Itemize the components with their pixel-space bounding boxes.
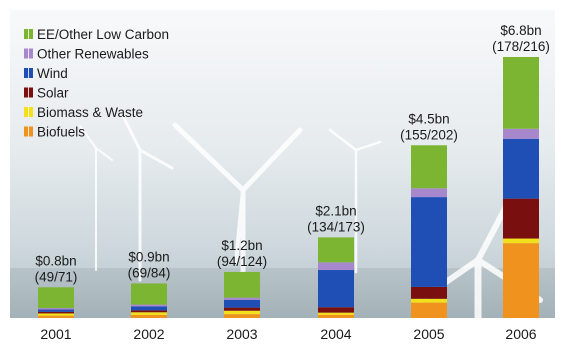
total-label-2006: $6.8bn xyxy=(500,23,541,38)
bar-2005-ee-other-low-carbon xyxy=(411,145,447,189)
bar-2002-solar xyxy=(131,310,167,313)
x-tick-2001: 2001 xyxy=(40,326,71,342)
bar-2004-biofuels xyxy=(318,314,354,318)
legend-item-biofuels: Biofuels xyxy=(24,125,85,140)
bar-2004-other-renewables xyxy=(318,262,354,271)
deal-count-label-2004: (134/173) xyxy=(307,219,365,234)
legend-label-biomass-waste: Biomass & Waste xyxy=(37,105,143,120)
x-axis-ticks: 2001 2002 2003 2004 2005 2006 xyxy=(40,326,536,342)
x-tick-2006: 2006 xyxy=(505,326,536,342)
legend-label-wind: Wind xyxy=(37,66,68,81)
bar-2005-biomass-waste xyxy=(411,298,447,303)
bar-2006-biomass-waste xyxy=(503,238,539,244)
bar-2001-biofuels xyxy=(38,315,74,318)
total-label-2004: $2.1bn xyxy=(315,203,356,218)
bar-2004-biomass-waste xyxy=(318,312,354,315)
x-tick-2004: 2004 xyxy=(320,326,351,342)
bar-2005-solar xyxy=(411,286,447,299)
legend-item-wind: Wind xyxy=(24,66,68,81)
bars xyxy=(38,57,539,318)
bar-2002-biofuels xyxy=(131,314,167,318)
legend-item-biomass-waste: Biomass & Waste xyxy=(24,105,143,120)
bar-2004-ee-other-low-carbon xyxy=(318,237,354,263)
legend-item-solar: Solar xyxy=(24,86,69,101)
x-tick-2002: 2002 xyxy=(133,326,164,342)
legend: EE/Other Low Carbon Other Renewables Wind S… xyxy=(24,27,169,140)
deal-count-label-2001: (49/71) xyxy=(35,269,78,284)
bar-2005-other-renewables xyxy=(411,188,447,198)
bar-2006-biofuels xyxy=(503,243,539,318)
bar-2002-ee-other-low-carbon xyxy=(131,283,167,305)
bar-2003-other-renewables xyxy=(224,297,260,300)
deal-count-label-2002: (69/84) xyxy=(128,265,171,280)
bar-2006-solar xyxy=(503,198,539,239)
bar-2003-biomass-waste xyxy=(224,310,260,315)
total-label-2002: $0.9bn xyxy=(128,249,169,264)
legend-label-solar: Solar xyxy=(37,86,69,101)
bar-2006-other-renewables xyxy=(503,128,539,139)
x-tick-2003: 2003 xyxy=(226,326,257,342)
bar-2005-biofuels xyxy=(411,302,447,318)
bar-2003-solar xyxy=(224,307,260,311)
legend-item-ee-other-low-carbon: EE/Other Low Carbon xyxy=(24,27,169,42)
legend-label-biofuels: Biofuels xyxy=(37,125,85,140)
total-label-2005: $4.5bn xyxy=(408,111,449,126)
bar-2004-solar xyxy=(318,307,354,313)
total-labels: $0.8bn(49/71) $0.9bn(69/84) $1.2bn(94/124)… xyxy=(35,23,550,284)
bar-2002-wind xyxy=(131,306,167,311)
x-tick-2005: 2005 xyxy=(413,326,444,342)
bar-2003-biofuels xyxy=(224,314,260,318)
bar-2003-ee-other-low-carbon xyxy=(224,271,260,298)
bar-2002-other-renewables xyxy=(131,304,167,307)
bar-2002-biomass-waste xyxy=(131,312,167,315)
bar-2001-other-renewables xyxy=(38,308,74,310)
deal-count-label-2005: (155/202) xyxy=(400,127,458,142)
legend-item-other-renewables: Other Renewables xyxy=(24,47,149,62)
deal-count-label-2003: (94/124) xyxy=(217,254,267,269)
total-label-2001: $0.8bn xyxy=(35,253,76,268)
bar-2003-wind xyxy=(224,299,260,308)
bar-2004-wind xyxy=(318,270,354,308)
bar-2001-solar xyxy=(38,311,74,314)
bar-2005-wind xyxy=(411,197,447,287)
bar-2001-biomass-waste xyxy=(38,313,74,316)
total-label-2003: $1.2bn xyxy=(221,238,262,253)
bar-2001-ee-other-low-carbon xyxy=(38,287,74,309)
bar-2001-wind xyxy=(38,309,74,312)
deal-count-label-2006: (178/216) xyxy=(492,39,550,54)
legend-label-other-renewables: Other Renewables xyxy=(37,47,149,62)
bar-2006-wind xyxy=(503,138,539,199)
legend-label-ee-other-low-carbon: EE/Other Low Carbon xyxy=(37,27,169,42)
bar-2006-ee-other-low-carbon xyxy=(503,57,539,129)
